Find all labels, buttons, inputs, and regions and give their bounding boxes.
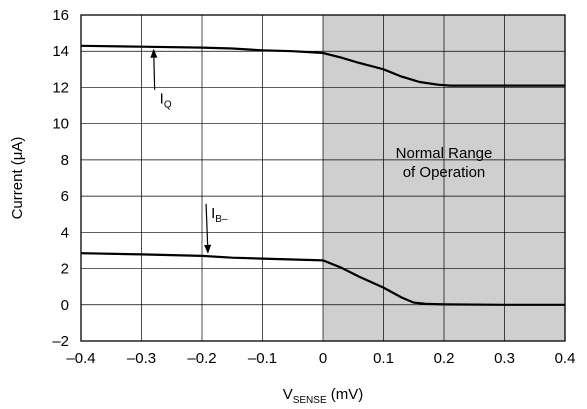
series-line-0: [80, 44, 565, 87]
x-tick-label: 0.2: [434, 350, 455, 367]
y-tick-label: 12: [52, 79, 69, 96]
y-tick-label: 14: [52, 43, 69, 60]
y-tick-label: –2: [52, 333, 69, 350]
x-axis-label-sub: SENSE: [293, 395, 327, 406]
y-tick-labels: –2 0 2 4 6 8 10 12 14 16: [52, 7, 69, 350]
series-label-1: IB–: [211, 205, 228, 225]
x-axis-label-main: V: [283, 386, 293, 403]
series-lines: [80, 44, 565, 306]
series-label-main: I: [160, 91, 164, 108]
series-line-1: [80, 252, 565, 306]
series-label-main: I: [211, 205, 215, 222]
y-tick-label: 4: [61, 224, 69, 241]
x-axis-label-suffix: (mV): [327, 386, 364, 403]
series-arrow-line-1: [205, 203, 209, 245]
series-label-sub: B–: [215, 214, 228, 225]
region-label-line-1: Normal Range: [396, 145, 493, 162]
x-tick-label: 0: [319, 350, 327, 367]
y-axis-label: Current (μA): [9, 137, 26, 220]
y-tick-label: 16: [52, 7, 69, 24]
series-arrow-head-0: [150, 48, 158, 58]
y-tick-label: 0: [61, 297, 69, 314]
y-tick-label: 6: [61, 188, 69, 205]
series-label-0: IQ: [160, 91, 172, 111]
series-label-sub: Q: [164, 100, 172, 111]
y-tick-label: 2: [61, 261, 69, 278]
x-tick-label: 0.3: [494, 350, 515, 367]
plot-frame: [80, 14, 566, 342]
series-arrow-line-0: [153, 57, 156, 90]
x-tick-labels: –0.4 –0.3 –0.2 –0.1 0 0.1 0.2 0.3 0.4: [66, 350, 575, 367]
x-axis-label: VSENSE (mV): [283, 386, 364, 406]
x-tick-label: –0.1: [248, 350, 277, 367]
y-tick-label: 8: [61, 152, 69, 169]
x-tick-label: 0.4: [555, 350, 576, 367]
series-arrow-head-1: [204, 244, 212, 254]
x-tick-label: –0.2: [187, 350, 216, 367]
region-label-line-2: of Operation: [403, 164, 486, 181]
x-tick-label: –0.3: [127, 350, 156, 367]
x-tick-label: –0.4: [66, 350, 95, 367]
y-tick-label: 10: [52, 116, 69, 133]
x-tick-label: 0.1: [373, 350, 394, 367]
